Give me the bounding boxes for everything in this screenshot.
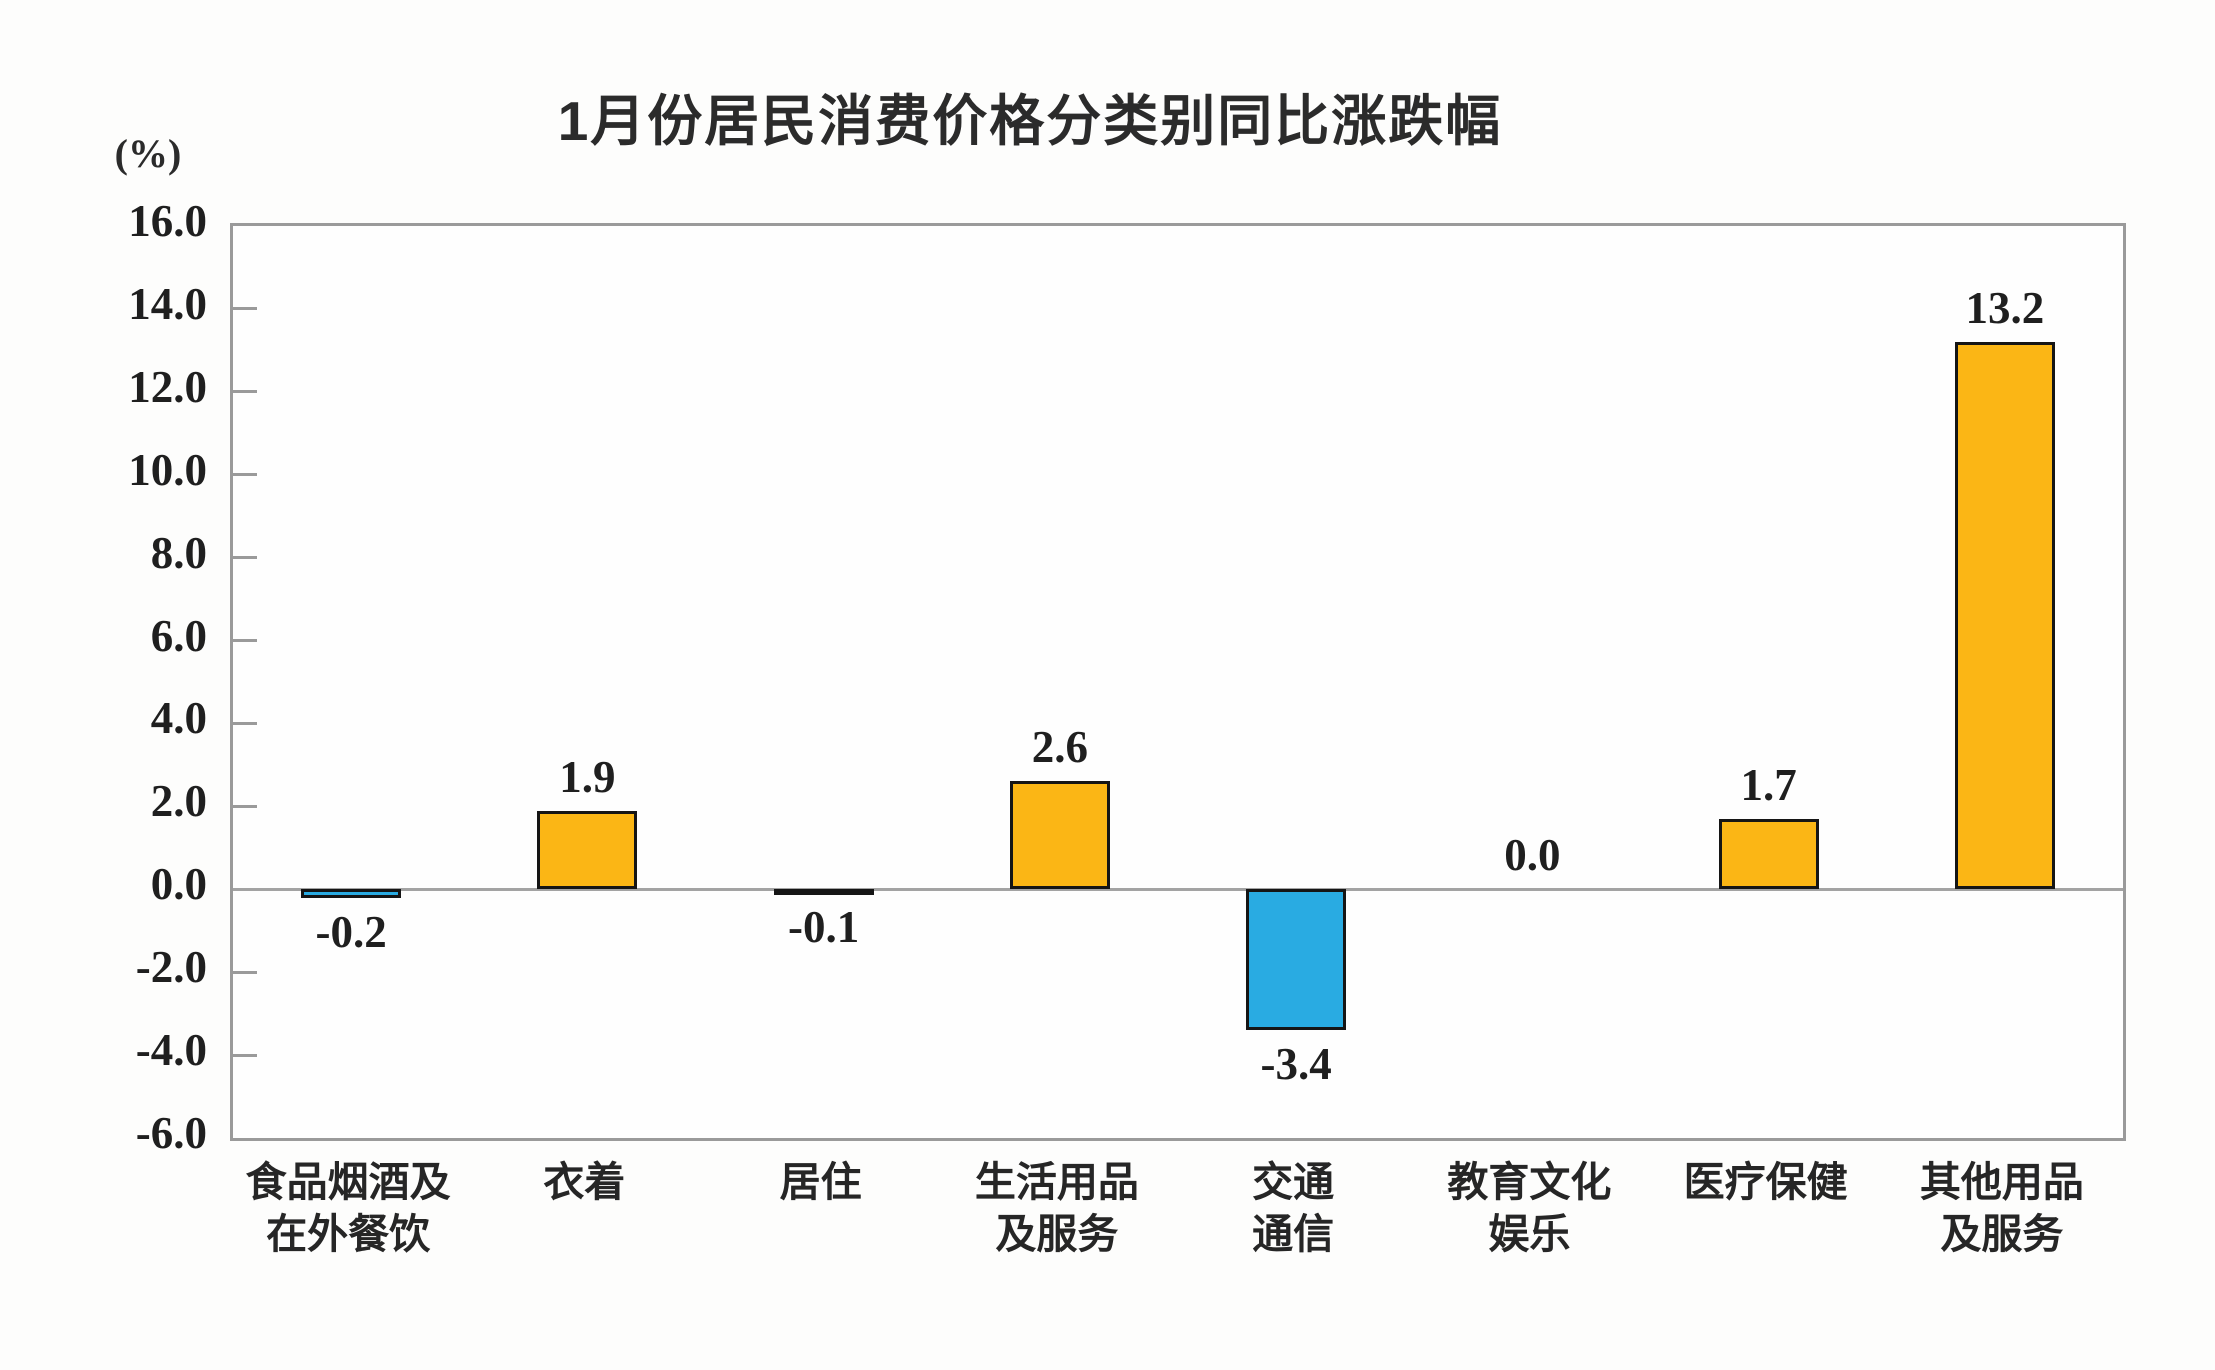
y-axis-label: -2.0 <box>135 942 207 993</box>
y-axis-label: 2.0 <box>150 776 207 827</box>
y-axis-label: 8.0 <box>150 527 207 578</box>
category-label: 其他用品 及服务 <box>1919 1159 2084 1257</box>
y-axis-label: 4.0 <box>150 693 207 744</box>
bar-value-label: -0.2 <box>315 906 387 957</box>
category-label: 交通 通信 <box>1252 1159 1335 1257</box>
y-axis-tick <box>233 639 257 643</box>
y-axis-label: 12.0 <box>128 361 207 412</box>
bar <box>301 889 402 898</box>
y-axis-label: -4.0 <box>135 1025 207 1076</box>
bar-value-label: -3.4 <box>1260 1039 1332 1090</box>
y-axis-label: 14.0 <box>128 278 207 329</box>
zero-axis-line <box>233 887 2123 891</box>
bar <box>1954 342 2055 890</box>
y-axis-tick <box>233 307 257 311</box>
y-axis-tick <box>233 1053 257 1057</box>
category-label: 医疗保健 <box>1683 1159 1848 1205</box>
y-axis-tick <box>233 721 257 725</box>
bar <box>1718 818 1819 890</box>
y-axis-unit-label: (%) <box>114 131 182 176</box>
category-label: 生活用品 及服务 <box>974 1159 1139 1257</box>
y-axis-tick <box>233 804 257 808</box>
plot-area: -0.2 1.9 -0.1 2.6 -3.4 0.0 1.7 13.2 <box>230 223 2126 1141</box>
y-axis-tick <box>233 390 257 394</box>
category-label: 食品烟酒及 在外餐饮 <box>245 1159 451 1257</box>
bar-value-label: 2.6 <box>1031 722 1088 773</box>
x-axis-labels: 食品烟酒及 在外餐饮 衣着 居住 生活用品 及服务 交通 通信 教育文化 娱乐 医疗保健 其他… <box>230 1156 2120 1286</box>
bar <box>537 810 638 890</box>
chart-title: 1月份居民消费价格分类别同比涨跌幅 <box>557 90 1503 152</box>
bar-value-label: -0.1 <box>788 902 860 953</box>
bar-value-label: 13.2 <box>1965 283 2045 334</box>
bar-value-label: 1.7 <box>1740 759 1797 810</box>
y-axis-label: 16.0 <box>128 196 207 246</box>
category-label: 衣着 <box>543 1159 626 1205</box>
y-axis-tick <box>233 473 257 477</box>
y-axis-label: 10.0 <box>128 444 207 495</box>
y-axis-tick <box>233 556 257 560</box>
bar-value-label: 0.0 <box>1504 830 1561 881</box>
bar <box>1009 781 1110 890</box>
category-label: 居住 <box>779 1159 862 1205</box>
y-axis-label: -6.0 <box>135 1108 207 1158</box>
category-label: 教育文化 娱乐 <box>1447 1159 1612 1257</box>
bar-value-label: 1.9 <box>559 751 616 802</box>
y-axis-label: 0.0 <box>150 859 207 910</box>
bar <box>1246 889 1347 1031</box>
y-axis-tick <box>233 970 257 974</box>
y-axis-label: 6.0 <box>150 610 207 661</box>
bar <box>773 889 874 896</box>
